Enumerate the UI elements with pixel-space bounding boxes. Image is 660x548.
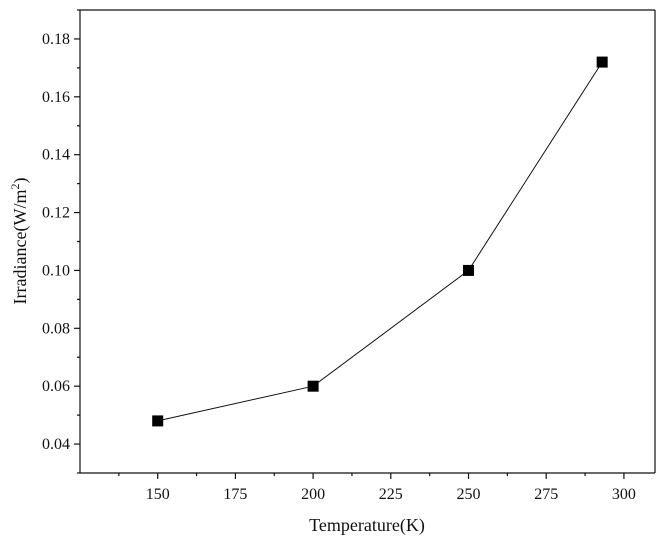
y-tick-label: 0.08 [42,320,70,337]
x-axis-title: Temperature(K) [309,515,425,536]
x-tick-label: 300 [612,486,636,503]
x-tick-label: 275 [534,486,558,503]
y-tick-label: 0.14 [42,147,70,164]
axis-ticks: 150 175 200 225 250 275 300 0.04 0.06 0.08 0.10 0.1… [42,9,636,503]
y-tick-label: 0.18 [42,31,70,48]
y-tick-label: 0.12 [42,205,70,222]
y-axis-title: Irradiance(W/m2) [8,178,31,305]
y-tick-label: 0.06 [42,378,70,395]
series-line [157,61,603,422]
y-tick-label: 0.16 [42,89,70,106]
data-markers [152,56,608,427]
data-series [157,61,603,422]
y-axis-title-main: Irradiance(W/m [10,190,31,305]
y-axis-title-close: ) [10,178,31,184]
x-tick-label: 175 [223,486,247,503]
y-tick-label: 0.04 [42,436,70,453]
x-tick-label: 250 [457,486,481,503]
data-point-marker [307,380,319,392]
y-tick-label: 0.10 [42,262,70,279]
data-point-marker [152,415,164,427]
x-tick-label: 225 [379,486,403,503]
x-tick-label: 200 [301,486,325,503]
data-point-marker [596,56,608,68]
axes [79,9,656,474]
y-axis-title-superscript: 2 [8,184,22,190]
x-tick-label: 150 [146,486,170,503]
data-point-marker [463,264,475,276]
